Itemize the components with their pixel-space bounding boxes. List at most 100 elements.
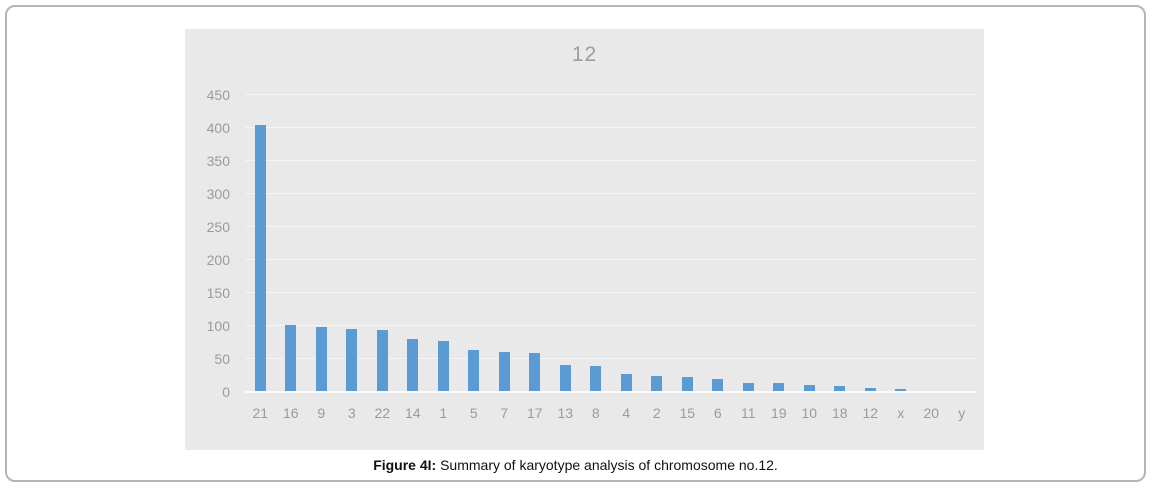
x-axis-labels: 21 16 9 3 22 14 1 5 7 17 13 8 4 2 15 6 11 19 10 18 12 x 20 y (245, 405, 977, 421)
y-tick-label-400: 400 (206, 120, 230, 136)
bar-slot-6 (703, 95, 734, 392)
x-tick-label-y: y (958, 405, 966, 421)
x-axis-line (245, 391, 977, 393)
y-tick-label-0: 0 (222, 384, 230, 400)
y-tick-label-200: 200 (206, 252, 230, 268)
y-tick-label-50: 50 (214, 351, 230, 367)
bars-container (245, 95, 977, 392)
gridline-400 (245, 127, 977, 128)
bar-slot-7 (489, 95, 520, 392)
figure-caption-label: Figure 4I: (373, 457, 437, 473)
bar-14 (407, 338, 419, 392)
x-tick-label-10: 10 (801, 405, 818, 421)
x-tick-label-17: 17 (526, 405, 543, 421)
y-tick-label-350: 350 (206, 153, 230, 169)
gridline-50 (245, 358, 977, 359)
bar-17 (529, 353, 541, 392)
bar-15 (681, 376, 693, 392)
figure-caption: Figure 4I: Summary of karyotype analysis… (7, 457, 1144, 473)
bar-18 (834, 386, 846, 392)
bar-10 (803, 384, 815, 392)
bar-slot-22 (367, 95, 398, 392)
bar-6 (712, 378, 724, 392)
bar-slot-16 (276, 95, 307, 392)
bar-slot-19 (764, 95, 795, 392)
bar-slot-4 (611, 95, 642, 392)
bar-slot-20 (916, 95, 947, 392)
bar-slot-5 (459, 95, 490, 392)
x-tick-label-2: 2 (652, 405, 661, 421)
bar-2 (651, 375, 663, 392)
bar-slot-2 (642, 95, 673, 392)
bar-5 (468, 350, 480, 392)
bar-x (895, 389, 907, 392)
gridline-450 (245, 94, 977, 95)
gridline-150 (245, 292, 977, 293)
bar-slot-y (947, 95, 978, 392)
gridline-100 (245, 325, 977, 326)
bar-4 (620, 373, 632, 392)
bar-21 (254, 125, 266, 392)
x-tick-label-11: 11 (740, 405, 756, 421)
bar-9 (315, 326, 327, 392)
x-tick-label-5: 5 (469, 405, 478, 421)
chart-title: 12 (571, 43, 598, 66)
figure-frame: 12 0 50 100 150 200 250 300 350 400 450 21 16 9 3 22 1… (5, 5, 1146, 482)
bar-slot-1 (428, 95, 459, 392)
x-tick-label-16: 16 (282, 405, 299, 421)
bar-slot-11 (733, 95, 764, 392)
gridline-300 (245, 193, 977, 194)
bar-slot-9 (306, 95, 337, 392)
y-tick-label-300: 300 (206, 186, 230, 202)
x-tick-label-18: 18 (831, 405, 848, 421)
x-tick-label-22: 22 (374, 405, 391, 421)
bar-slot-3 (337, 95, 368, 392)
gridline-350 (245, 160, 977, 161)
bar-1 (437, 341, 449, 392)
bar-slot-15 (672, 95, 703, 392)
x-tick-label-13: 13 (557, 405, 574, 421)
x-tick-label-20: 20 (923, 405, 940, 421)
x-tick-label-9: 9 (317, 405, 326, 421)
bar-13 (559, 364, 571, 392)
figure-caption-text: Summary of karyotype analysis of chromos… (436, 457, 778, 473)
chart-panel: 12 0 50 100 150 200 250 300 350 400 450 21 16 9 3 22 1… (185, 29, 984, 450)
x-tick-label-12: 12 (862, 405, 879, 421)
bar-19 (773, 382, 785, 392)
x-tick-label-7: 7 (500, 405, 509, 421)
y-tick-label-450: 450 (206, 87, 230, 103)
bar-3 (346, 329, 358, 392)
x-tick-label-x: x (897, 405, 905, 421)
y-tick-label-250: 250 (206, 219, 230, 235)
x-tick-label-15: 15 (679, 405, 696, 421)
bar-slot-14 (398, 95, 429, 392)
bar-22 (376, 329, 388, 392)
x-tick-label-1: 1 (439, 405, 448, 421)
bar-16 (285, 324, 297, 392)
bar-7 (498, 351, 510, 392)
y-tick-label-150: 150 (206, 285, 230, 301)
x-tick-label-4: 4 (622, 405, 631, 421)
bar-12 (864, 388, 876, 392)
bar-slot-18 (825, 95, 856, 392)
x-tick-label-19: 19 (770, 405, 787, 421)
y-tick-label-100: 100 (206, 318, 230, 334)
x-tick-label-21: 21 (252, 405, 269, 421)
bar-slot-x (886, 95, 917, 392)
x-tick-label-3: 3 (347, 405, 356, 421)
gridline-200 (245, 259, 977, 260)
bar-slot-13 (550, 95, 581, 392)
x-tick-label-14: 14 (404, 405, 421, 421)
bar-slot-10 (794, 95, 825, 392)
bar-slot-8 (581, 95, 612, 392)
bar-slot-17 (520, 95, 551, 392)
bar-slot-12 (855, 95, 886, 392)
gridline-250 (245, 226, 977, 227)
plot-area: 0 50 100 150 200 250 300 350 400 450 21 16 9 3 22 14 1 5… (207, 87, 977, 421)
x-tick-label-6: 6 (713, 405, 722, 421)
bar-8 (590, 366, 602, 392)
bar-slot-21 (245, 95, 276, 392)
bar-11 (742, 382, 754, 392)
x-tick-label-8: 8 (591, 405, 600, 421)
